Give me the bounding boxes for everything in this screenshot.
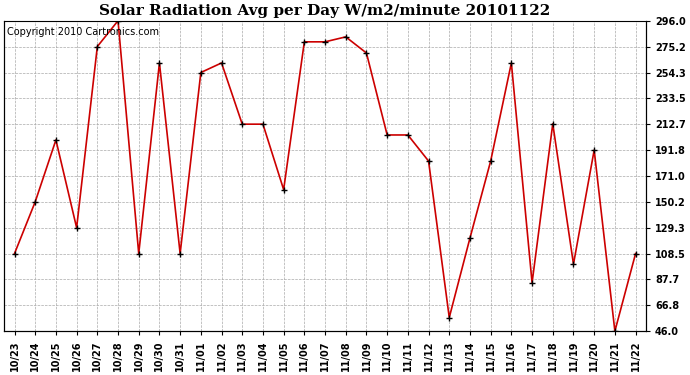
Text: Copyright 2010 Cartronics.com: Copyright 2010 Cartronics.com bbox=[8, 27, 159, 37]
Title: Solar Radiation Avg per Day W/m2/minute 20101122: Solar Radiation Avg per Day W/m2/minute … bbox=[99, 4, 551, 18]
